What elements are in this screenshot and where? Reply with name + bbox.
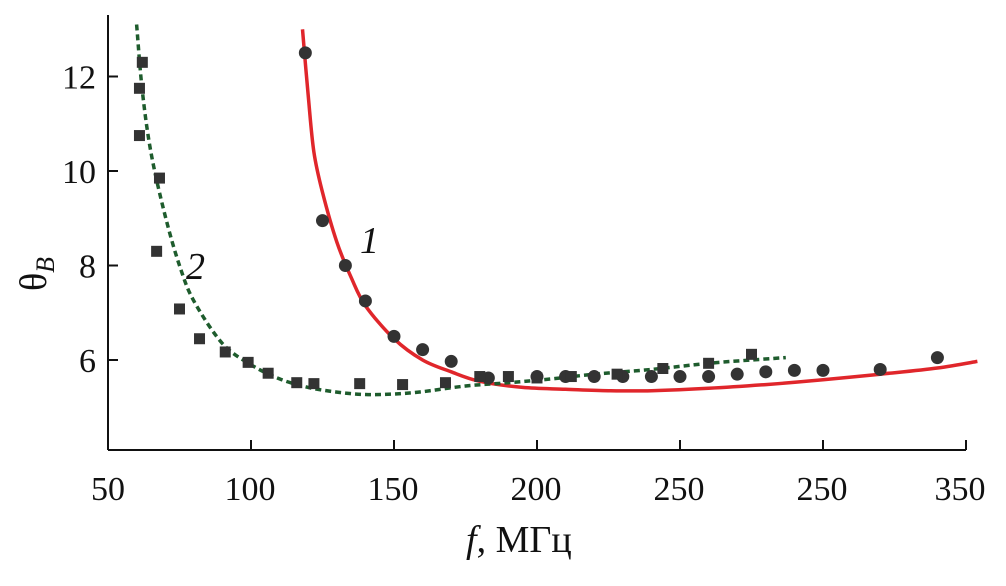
series-1-point xyxy=(787,363,801,377)
series-1-point xyxy=(730,367,744,381)
y-axis-subscript: B xyxy=(31,257,60,273)
series-2-point xyxy=(242,356,254,368)
series-2-point xyxy=(531,372,543,384)
x-tick-label: 250 xyxy=(797,471,848,508)
series-1-point xyxy=(816,363,830,377)
series-2-point xyxy=(439,377,451,389)
x-axis-unit: , МГц xyxy=(477,519,572,561)
x-tick-label: 250 xyxy=(654,471,705,508)
series-2-point xyxy=(308,378,320,390)
series-2-point xyxy=(153,172,165,184)
series-2-point xyxy=(133,82,145,94)
y-tick-label: 12 xyxy=(62,60,96,97)
series-2-point xyxy=(611,368,623,380)
series-2-point xyxy=(502,371,514,383)
series-1-point xyxy=(873,362,887,376)
series-label-1: 1 xyxy=(360,220,379,262)
series-1-point xyxy=(644,370,658,384)
series-1-point xyxy=(759,365,773,379)
series-2-point xyxy=(565,371,577,383)
series-2-point xyxy=(133,130,145,142)
x-tick-label: 200 xyxy=(511,471,562,508)
series-1-point xyxy=(358,294,372,308)
x-axis-title: f, МГц xyxy=(466,519,572,561)
series-2-point xyxy=(291,377,303,389)
series-2-point xyxy=(657,363,669,375)
series-1-point xyxy=(298,46,312,60)
ticks: 50100150200250250250350681012 xyxy=(62,60,986,509)
series-1-point xyxy=(930,351,944,365)
series-1-fit-curve xyxy=(300,29,978,393)
series-2-point xyxy=(703,357,715,369)
y-tick-label: 8 xyxy=(79,249,96,286)
x-tick-label: 150 xyxy=(368,471,419,508)
x-tick-label: 50 xyxy=(91,471,125,508)
series-2-point xyxy=(354,378,366,390)
series-2-point xyxy=(151,245,163,257)
y-axis-symbol: θ xyxy=(13,273,55,291)
series-2-point xyxy=(194,333,206,345)
series-2-point xyxy=(136,56,148,68)
series-2-fit-curve xyxy=(134,24,786,397)
series-1-point xyxy=(444,354,458,368)
series-2-point xyxy=(262,367,274,379)
series-1-point xyxy=(416,343,430,357)
series-2-point xyxy=(219,346,231,358)
series-1-point xyxy=(702,370,716,384)
series-2-point xyxy=(474,371,486,383)
markers xyxy=(133,46,944,391)
series-label-2: 2 xyxy=(186,246,205,288)
series-2-point xyxy=(746,348,757,360)
series-1-point xyxy=(587,370,601,384)
series-2-point xyxy=(174,303,185,315)
series-1-point xyxy=(316,214,329,228)
y-tick-label: 6 xyxy=(79,343,96,380)
series-2-point xyxy=(397,379,409,391)
series-1-point xyxy=(387,329,401,343)
x-tick-label: 350 xyxy=(935,471,986,508)
series-1-point xyxy=(338,259,352,272)
axes xyxy=(107,15,966,451)
series-1-point xyxy=(673,370,687,384)
y-tick-label: 10 xyxy=(62,154,96,191)
x-tick-label: 100 xyxy=(225,471,276,508)
y-axis-title: θB xyxy=(13,257,60,291)
curves xyxy=(134,24,978,397)
